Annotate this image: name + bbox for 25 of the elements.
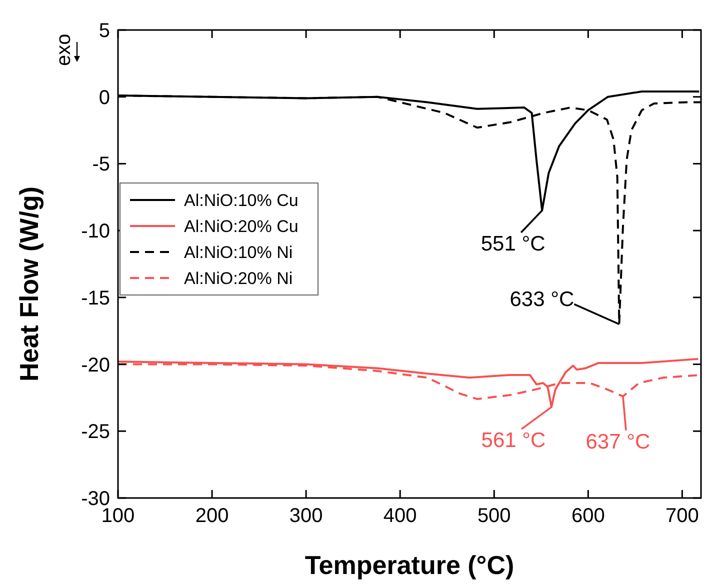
legend-label: Al:NiO:20% Cu [184, 217, 298, 236]
y-tick-label: -20 [81, 354, 110, 376]
x-tick-label: 200 [195, 505, 229, 527]
y-axis-title: Heat Flow (W/g) [14, 186, 44, 382]
legend-label: Al:NiO:20% Ni [184, 269, 293, 288]
x-tick-label: 100 [101, 505, 135, 527]
x-tick-label: 500 [477, 505, 511, 527]
y-tick-label: -5 [92, 154, 110, 176]
x-tick-label: 300 [289, 505, 323, 527]
annotation: 551 °C [480, 232, 546, 256]
x-axis-title: Temperature (°C) [304, 550, 514, 580]
annotation: 561 °C [481, 429, 546, 452]
y-tick-label: 5 [98, 20, 110, 42]
annotation: 633 °C [510, 288, 574, 312]
annotation: 637 °C [586, 430, 650, 454]
x-tick-label: 600 [571, 505, 605, 527]
y-tick-label: -10 [81, 220, 110, 243]
legend-label: Al:NiO:10% Cu [184, 191, 298, 210]
text: exo [53, 34, 75, 66]
y-tick-label: -15 [81, 287, 110, 310]
legend-label: Al:NiO:10% Ni [184, 243, 293, 262]
x-tick-label: 400 [383, 505, 417, 527]
y-tick-label: 0 [98, 86, 110, 109]
x-tick-label: 700 [666, 505, 699, 527]
y-tick-label: -25 [81, 421, 110, 444]
